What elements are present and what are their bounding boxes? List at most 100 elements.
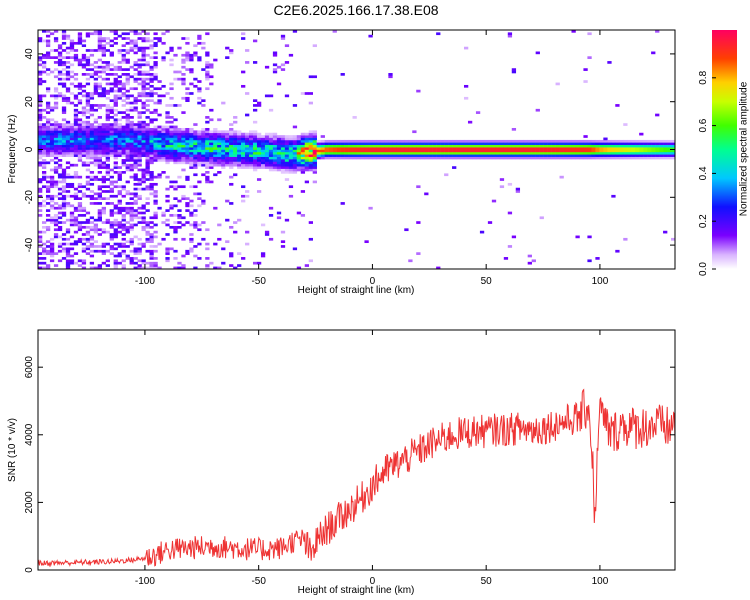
spectrogram-cell	[121, 92, 126, 95]
spectrogram-cell	[368, 206, 373, 210]
spectrogram-cell	[145, 197, 150, 200]
spectrogram-cell	[651, 51, 656, 55]
spectrogram-cell	[53, 49, 59, 52]
spectrogram-cell	[137, 58, 142, 62]
spectrogram-cell	[555, 154, 560, 157]
spectrogram-cell	[53, 137, 59, 141]
spectrogram-cell	[523, 147, 528, 150]
spectrogram-cell	[69, 254, 75, 258]
spectrogram-cell	[308, 161, 313, 165]
spectrogram-cell	[635, 154, 640, 157]
spectrogram-cell	[73, 104, 79, 107]
spectrogram-cell	[304, 147, 310, 150]
spectrogram-cell	[69, 132, 75, 136]
spectrogram-cell	[221, 142, 226, 146]
spectrogram-cell	[41, 247, 47, 251]
spectrogram-cell	[181, 73, 186, 76]
spectrogram-cell	[599, 144, 604, 148]
spectrogram-cell	[189, 249, 194, 253]
spectrogram-cell	[420, 142, 425, 146]
spectrogram-cell	[320, 142, 325, 146]
spectrogram-cell	[667, 156, 672, 160]
spectrogram-cell	[133, 166, 138, 169]
spectrogram-cell	[85, 142, 91, 146]
spectrogram-cell	[292, 154, 298, 157]
spectrogram-cell	[137, 144, 142, 148]
spectrogram-cell	[400, 149, 405, 153]
spectrogram-cell	[249, 156, 254, 160]
spectrogram-cell	[308, 163, 313, 167]
spectrogram-cell	[229, 163, 234, 167]
spectrogram-cell	[221, 247, 226, 251]
spectrogram-cell	[229, 154, 234, 157]
spectrogram-cell	[121, 130, 126, 134]
spectrogram-cell	[61, 123, 67, 126]
spectrogram-cell	[53, 106, 59, 110]
spectrogram-cell	[260, 159, 266, 162]
spectrogram-cell	[125, 154, 130, 157]
spectrogram-cell	[57, 180, 63, 184]
spectrogram-cell	[292, 147, 298, 150]
spectrogram-cell	[213, 159, 218, 162]
spectrogram-cell	[57, 249, 63, 253]
spectrogram-cell	[332, 30, 337, 33]
spectrogram-cell	[225, 139, 230, 143]
spectrogram-cell	[165, 209, 170, 212]
spectrogram-cell	[300, 137, 306, 141]
spectrogram-cell	[249, 132, 254, 136]
spectrogram-cell	[611, 147, 616, 150]
spectrogram-cell	[109, 116, 114, 119]
spectrogram-cell	[57, 166, 63, 169]
spectrogram-cell	[57, 151, 63, 155]
spectrogram-cell	[380, 149, 385, 153]
spectrogram-cell	[551, 147, 556, 150]
spectrogram-cell	[61, 61, 67, 64]
spectrogram-cell	[245, 132, 250, 136]
spectrogram-cell	[38, 178, 43, 181]
spectrogram-cell	[101, 104, 106, 107]
spectrogram-cell	[49, 216, 55, 220]
spectrogram-cell	[221, 154, 226, 157]
spectrogram-cell	[575, 139, 580, 143]
spectrogram-cell	[137, 111, 142, 114]
spectrogram-cell	[109, 214, 114, 217]
spectrogram-cell	[133, 73, 138, 76]
spectrogram-cell	[332, 154, 337, 157]
spectrogram-cell	[49, 70, 55, 74]
spectrogram-cell	[189, 204, 194, 208]
spectrogram-cell	[129, 214, 134, 217]
spectrogram-cell	[129, 144, 134, 148]
spectrogram-cell	[372, 151, 377, 155]
spectrogram-cell	[268, 154, 274, 157]
spectrogram-cell	[205, 171, 210, 174]
spectrogram-cell	[65, 56, 71, 59]
spectrogram-cell	[73, 77, 79, 81]
spectrogram-cell	[535, 151, 540, 155]
spectrogram-cell	[57, 211, 63, 215]
spectrogram-cell	[89, 68, 95, 71]
spectrogram-cell	[57, 44, 63, 48]
spectrogram-cell	[165, 149, 170, 153]
spectrogram-cell	[45, 104, 51, 107]
spectrogram-cell	[639, 156, 644, 160]
spectrogram-cell	[101, 211, 106, 215]
spectrogram-cell	[463, 142, 469, 146]
spectrogram-cell	[611, 149, 616, 153]
spectrogram-cell	[209, 151, 214, 155]
spectrogram-cell	[69, 44, 75, 48]
spectrogram-cell	[356, 156, 361, 160]
spectrogram-cell	[233, 266, 238, 270]
spectrogram-cell	[448, 147, 453, 150]
spectrogram-cell	[125, 49, 130, 52]
spectrogram-cell	[61, 173, 67, 177]
spectrogram-cell	[49, 242, 55, 246]
spectrogram-cell	[503, 154, 509, 157]
spectrogram-cell	[97, 171, 102, 174]
spectrogram-cell	[149, 161, 154, 165]
spectrogram-cell	[185, 37, 190, 40]
spectrogram-cell	[225, 156, 230, 160]
spectrogram-cell	[201, 173, 206, 177]
spectrogram-cell	[412, 154, 417, 157]
spectrogram-cell	[527, 149, 532, 153]
